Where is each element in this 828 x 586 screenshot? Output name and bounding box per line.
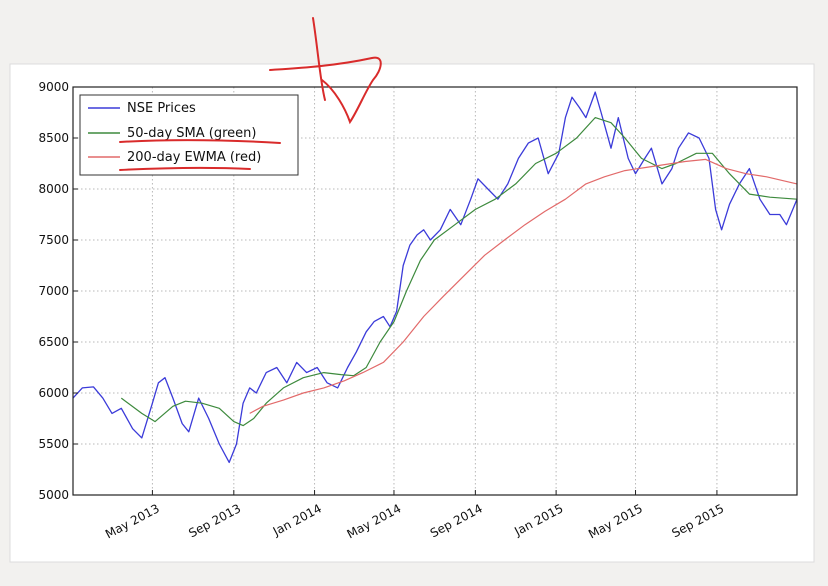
y-tick-label: 6500 [38,335,69,349]
legend-label-nse-prices: NSE Prices [127,101,196,116]
y-tick-label: 7000 [38,284,69,298]
series-line-ewma [249,158,798,414]
legend-label-sma: 50-day SMA (green) [127,126,256,141]
legend: NSE Prices 50-day SMA (green) 200-day EW… [79,94,299,176]
annotation-underline-ewma [119,166,251,171]
legend-label-ewma: 200-day EWMA (red) [127,150,261,165]
series-line-nse-prices [72,91,798,464]
y-tick-label: 6000 [38,386,69,400]
y-tick-label: 8000 [38,182,69,196]
y-tick-label: 7500 [38,233,69,247]
series-lines [72,91,798,464]
y-tick-label: 5000 [38,488,69,502]
annotation-arrow-mark [269,17,382,125]
y-tick-label: 5500 [38,437,69,451]
y-axis-ticks: 5000 5500 6000 6500 7000 7500 8000 8500 9000 [38,80,78,502]
handwritten-annotations [119,17,382,171]
y-tick-label: 9000 [38,80,69,94]
y-tick-label: 8500 [38,131,69,145]
series-line-sma [120,116,798,427]
annotation-underline-sma [119,139,281,144]
